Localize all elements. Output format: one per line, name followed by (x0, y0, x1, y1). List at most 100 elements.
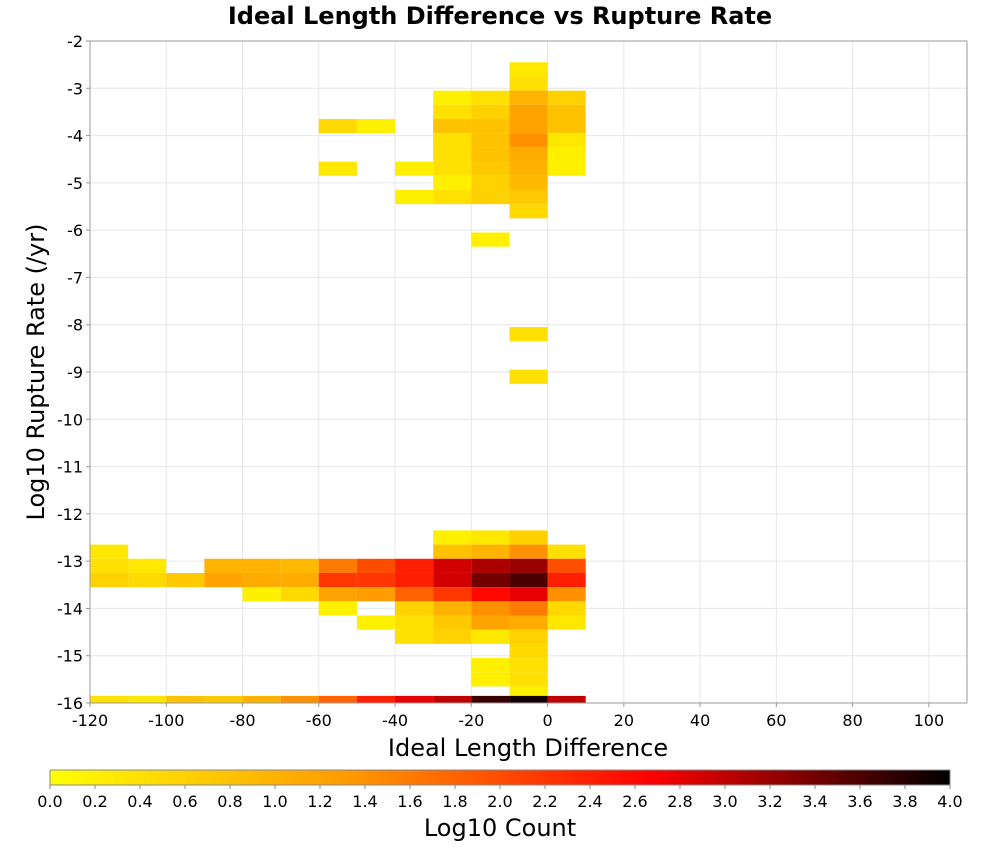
heatmap-cell (242, 587, 281, 602)
heatmap-cell (509, 119, 548, 134)
heatmap-cell (204, 572, 243, 588)
heatmap-cell (433, 133, 472, 148)
heatmap-cell (471, 544, 510, 559)
heatmap-cell (471, 695, 510, 703)
y-tick-label: -15 (57, 647, 83, 666)
colorbar-tick-label: 1.6 (397, 792, 422, 811)
heatmap-cell (471, 161, 510, 176)
heatmap-cell (433, 587, 472, 602)
heatmap-cell (471, 133, 510, 148)
x-tick-label: -20 (458, 711, 484, 730)
colorbar-tick-label: 0.0 (37, 792, 62, 811)
colorbar-tick-label: 3.6 (847, 792, 872, 811)
heatmap-cell (90, 572, 129, 588)
colorbar-tick-label: 1.4 (352, 792, 377, 811)
colorbar-tick-label: 3.4 (802, 792, 827, 811)
heatmap-cell (509, 601, 548, 616)
y-tick-label: -6 (67, 221, 83, 240)
colorbar-tick-label: 3.8 (892, 792, 917, 811)
heatmap-cell (547, 601, 586, 616)
heatmap-cell (90, 544, 129, 559)
y-tick-label: -12 (57, 505, 83, 524)
heatmap-cell (318, 161, 357, 176)
heatmap-cell (509, 369, 548, 384)
heatmap-cell (471, 572, 510, 588)
heatmap-cell (547, 587, 586, 602)
heatmap-cell (242, 558, 281, 573)
heatmap-cell (356, 119, 396, 134)
heatmap-cell (433, 175, 472, 190)
heatmap-cell (471, 658, 510, 673)
colorbar-tick-label: 0.8 (217, 792, 242, 811)
heatmap-cell (471, 119, 510, 134)
heatmap-cell (509, 530, 548, 545)
y-tick-label: -14 (57, 599, 83, 618)
x-tick-label: 60 (766, 711, 786, 730)
heatmap-cell (433, 695, 472, 703)
y-tick-label: -16 (57, 694, 83, 713)
heatmap-cell (318, 558, 357, 573)
heatmap-cell (395, 572, 434, 588)
heatmap-cell (356, 572, 396, 588)
heatmap-cell (547, 615, 586, 630)
heatmap-cell (509, 629, 548, 644)
heatmap-cell (509, 161, 548, 176)
y-tick-label: -13 (57, 552, 83, 571)
colorbar (49, 769, 951, 786)
heatmap-cell (204, 695, 243, 703)
heatmap-cell (471, 104, 510, 120)
heatmap-cell (471, 530, 510, 545)
heatmap-cell (356, 615, 396, 630)
x-tick-label: -120 (72, 711, 108, 730)
heatmap-cell (433, 90, 472, 105)
colorbar-tick-label: 3.2 (757, 792, 782, 811)
colorbar-tick-label: 1.0 (262, 792, 287, 811)
heatmap-cell (433, 147, 472, 162)
heatmap-cell (547, 90, 586, 105)
x-tick-label: -80 (229, 711, 255, 730)
heatmap-cell (509, 643, 548, 659)
heatmap-cell (471, 601, 510, 616)
colorbar-tick-label: 0.6 (172, 792, 197, 811)
x-axis-ticks: -120 -100 -80 -60 -40 -20 0 20 40 60 80 100 (72, 703, 944, 730)
heatmap-cell (509, 147, 548, 162)
heatmap-cell (433, 558, 472, 573)
colorbar-tick-label: 2.0 (487, 792, 512, 811)
heatmap-cell (128, 558, 167, 573)
colorbar-tick-label: 1.2 (307, 792, 332, 811)
heatmap-cell (166, 572, 205, 588)
heatmap-cell (318, 695, 357, 703)
heatmap-cell (395, 629, 434, 644)
y-tick-label: -7 (67, 268, 83, 287)
heatmap-cell (433, 544, 472, 559)
heatmap-cell (547, 104, 586, 120)
heatmap-cell (90, 558, 129, 573)
y-tick-label: -3 (67, 79, 83, 98)
heatmap-cell (356, 558, 396, 573)
colorbar-tick-label: 2.8 (667, 792, 692, 811)
heatmap-cell (356, 587, 396, 602)
heatmap-cell (128, 572, 167, 588)
heatmap-cell (509, 658, 548, 673)
heatmap-cell (509, 572, 548, 588)
heatmap-cell (547, 572, 586, 588)
y-tick-label: -10 (57, 410, 83, 429)
heatmap-cell (318, 119, 357, 134)
heatmap-cell (547, 161, 586, 176)
heatmap-cell (395, 601, 434, 616)
y-tick-label: -8 (67, 316, 83, 335)
x-tick-label: 20 (614, 711, 634, 730)
heatmap-cell (471, 629, 510, 644)
heatmap-cell (433, 119, 472, 134)
colorbar-tick-label: 0.4 (127, 792, 152, 811)
x-tick-label: -60 (306, 711, 332, 730)
heatmap-cell (547, 544, 586, 559)
heatmap-cell (471, 189, 510, 205)
heatmap-cell (547, 558, 586, 573)
heatmap-cell (395, 189, 434, 205)
heatmap-cell (471, 90, 510, 105)
heatmap-cell (509, 204, 548, 219)
colorbar-tick-label: 2.6 (622, 792, 647, 811)
heatmap-cell (471, 232, 510, 247)
